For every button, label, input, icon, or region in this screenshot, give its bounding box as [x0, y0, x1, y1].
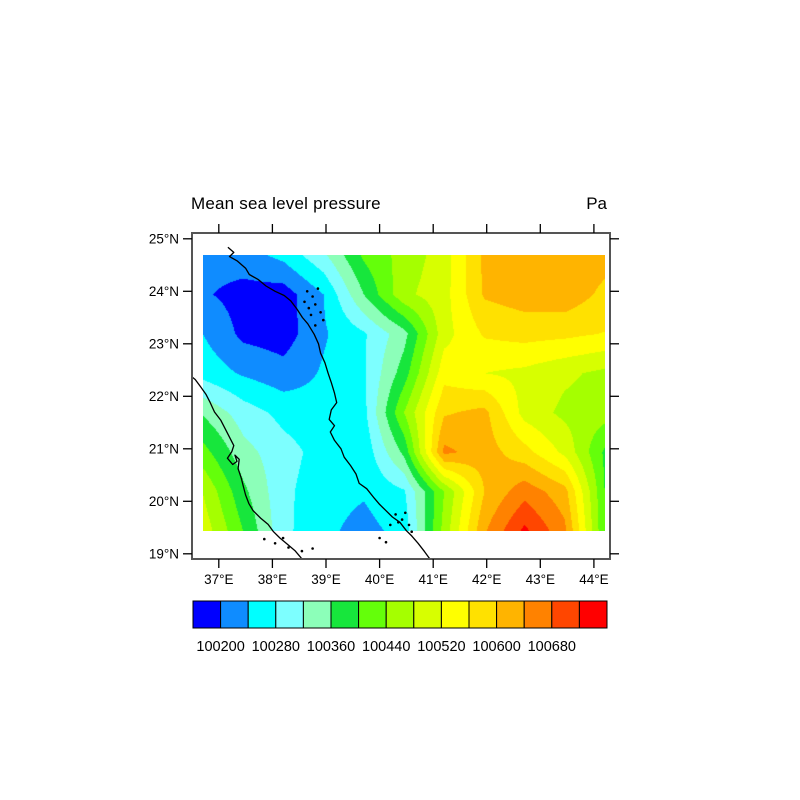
colorbar-label: 100600 [472, 639, 520, 655]
islet-dot [307, 306, 311, 310]
colorbar-label: 100440 [362, 639, 410, 655]
islet-dot [314, 324, 317, 327]
islet-dot [305, 290, 309, 293]
colorbar-cell [247, 600, 277, 629]
islet-dot [404, 511, 407, 515]
islet-dot [314, 303, 317, 306]
islet-dot [300, 549, 304, 553]
islet-dot [410, 530, 414, 533]
islet-dot [319, 311, 322, 314]
colorbar-cell [523, 600, 553, 629]
x-axis-tick-label: 40°E [365, 572, 394, 587]
colorbar-cell [275, 600, 304, 629]
islet-dot [263, 537, 266, 541]
islet-dot [287, 546, 290, 549]
x-axis-tick-label: 41°E [418, 572, 447, 587]
islet-dot [303, 300, 306, 304]
islet-dot [311, 295, 314, 298]
x-axis-tick-label: 42°E [472, 572, 501, 587]
units-label: Pa [586, 194, 607, 213]
islet-dot [273, 542, 277, 545]
islet-dot [311, 547, 314, 550]
x-axis-tick-label: 44°E [579, 572, 608, 587]
islet-dot [309, 313, 313, 317]
colorbar-label: 100200 [196, 639, 244, 655]
plot-title: Mean sea level pressure [191, 194, 381, 213]
islet-dot [389, 523, 392, 527]
x-axis-tick-label: 37°E [204, 572, 233, 587]
colorbar-label: 100360 [307, 639, 355, 655]
y-axis-tick-label: 20°N [149, 494, 179, 509]
x-axis-tick-label: 43°E [526, 572, 555, 587]
x-axis-tick-label: 38°E [258, 572, 287, 587]
islet-dot [378, 536, 381, 540]
islet-dot [281, 536, 285, 540]
islet-dot [407, 523, 411, 527]
colorbar-cell [220, 600, 249, 629]
y-axis-tick-label: 22°N [149, 389, 179, 404]
map-frame [191, 232, 611, 560]
islet-dot [394, 513, 397, 516]
y-axis-tick-label: 23°N [149, 336, 179, 351]
colorbar-cell [385, 600, 415, 629]
islet-dot [322, 318, 325, 322]
islet-dot [400, 518, 404, 521]
x-axis-tick-label: 39°E [311, 572, 340, 587]
contour-fill-canvas [203, 255, 605, 531]
colorbar-cell [551, 600, 580, 629]
y-axis-tick-label: 19°N [149, 546, 179, 561]
colorbar-cell [358, 600, 387, 629]
islet-dot [384, 540, 388, 544]
coastline-path [192, 376, 303, 559]
colorbar-cell [302, 600, 332, 629]
colorbar-cell [413, 600, 442, 629]
y-axis-tick-label: 24°N [149, 284, 179, 299]
colorbar-cell [192, 600, 222, 629]
colorbar-cell [496, 600, 525, 629]
colorbar-cell [440, 600, 470, 629]
colorbar-label: 100680 [528, 639, 576, 655]
y-axis-tick-label: 21°N [149, 441, 179, 456]
coastline-path [227, 246, 431, 559]
colorbar-cell [578, 600, 608, 629]
colorbar-label: 100280 [252, 639, 300, 655]
colorbar-cell [468, 600, 498, 629]
y-axis-tick-label: 25°N [149, 231, 179, 246]
islet-dot [397, 521, 400, 524]
colorbar-cell [330, 600, 360, 629]
islet-dot [316, 287, 320, 290]
colorbar-label: 100520 [417, 639, 465, 655]
